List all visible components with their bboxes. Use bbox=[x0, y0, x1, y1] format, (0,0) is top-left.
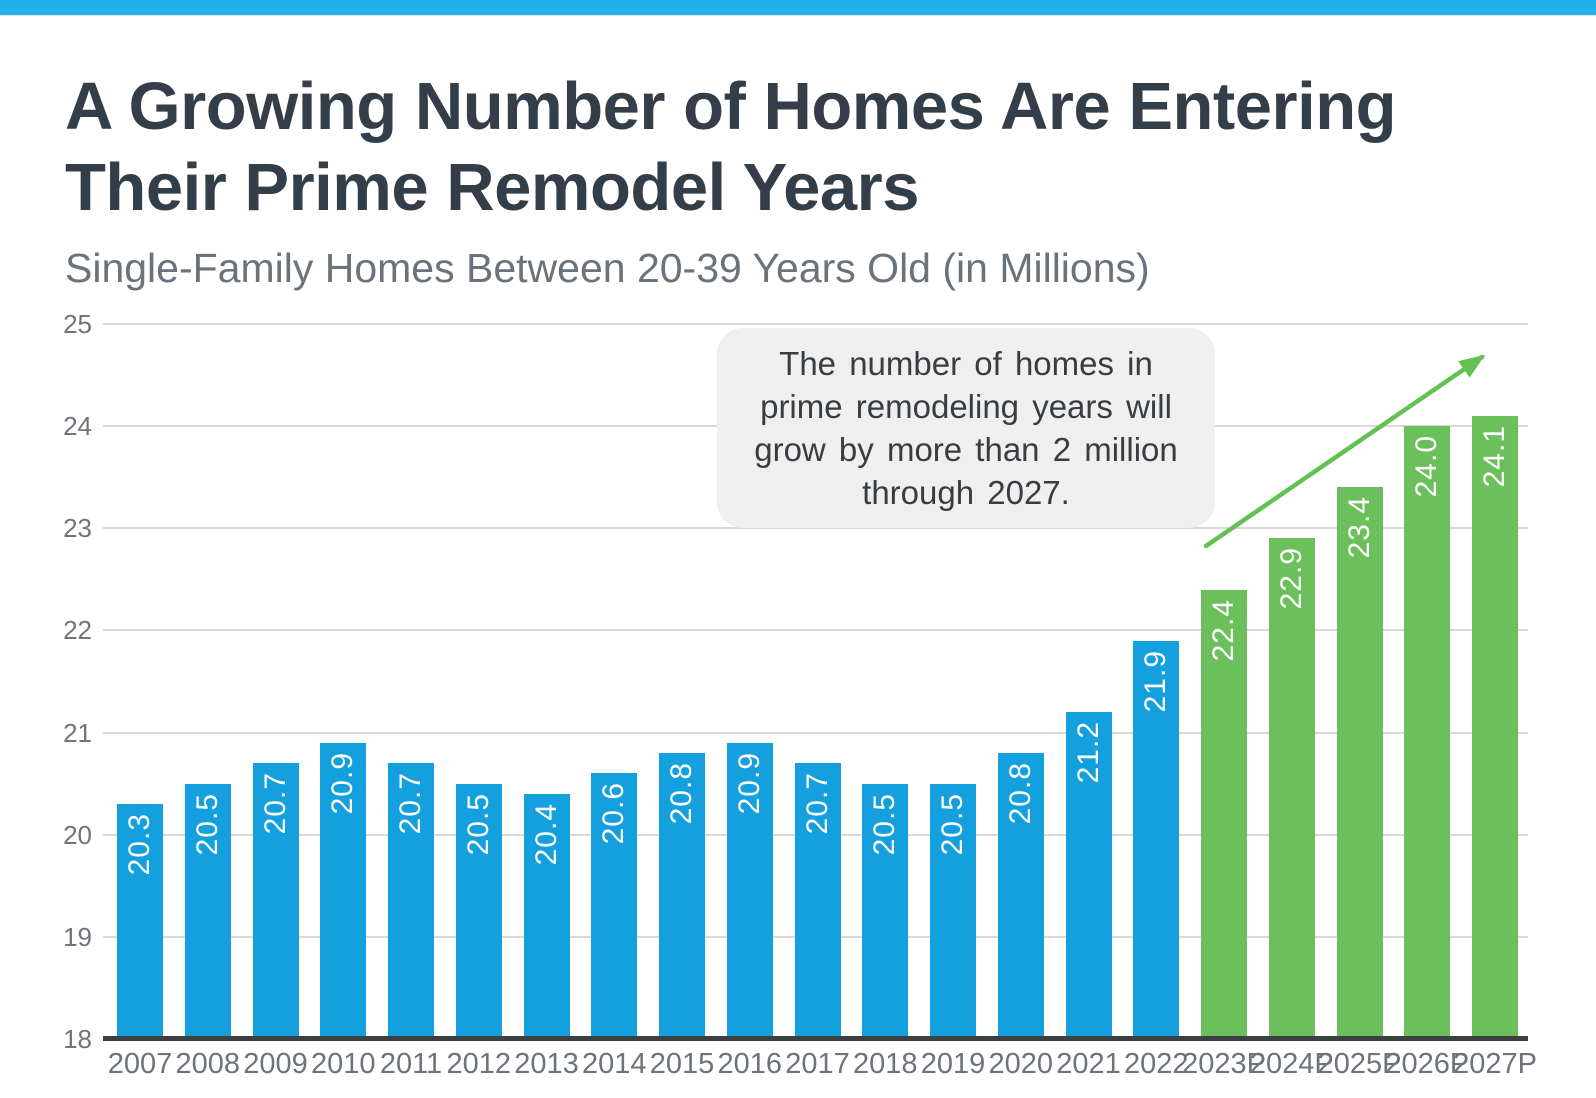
y-axis-tick-label: 23 bbox=[63, 513, 92, 544]
bar-value-label: 20.5 bbox=[936, 792, 969, 856]
bar-2017: 20.7 bbox=[794, 763, 841, 1036]
bar-value-label: 20.8 bbox=[665, 761, 698, 825]
x-axis-label: 2008 bbox=[175, 1048, 240, 1080]
bar-value-label: 20.4 bbox=[529, 802, 563, 866]
x-axis-label: 2019 bbox=[920, 1048, 986, 1080]
x-axis-label: 2020 bbox=[988, 1048, 1053, 1080]
y-axis-tick-label: 21 bbox=[63, 717, 92, 748]
page-title-line-1: A Growing Number of Homes Are Entering bbox=[65, 69, 1397, 144]
x-axis-label: 2024P bbox=[1249, 1048, 1334, 1080]
bar-2019: 20.5 bbox=[930, 783, 976, 1036]
gridline bbox=[103, 322, 1528, 325]
y-axis-tick-label: 24 bbox=[63, 411, 92, 442]
x-axis-label: 2016 bbox=[717, 1048, 782, 1080]
bar-2022: 21.9 bbox=[1133, 640, 1180, 1036]
bar-value-label: 20.8 bbox=[1003, 761, 1037, 825]
x-axis-label: 2013 bbox=[514, 1048, 579, 1080]
bar-value-label: 21.2 bbox=[1071, 721, 1105, 784]
x-axis-label: 2014 bbox=[581, 1048, 647, 1080]
x-axis-label: 2012 bbox=[446, 1048, 511, 1080]
y-axis-tick-label: 25 bbox=[63, 308, 92, 339]
bar-value-label: 20.9 bbox=[326, 751, 360, 815]
callout-line: prime remodeling years will bbox=[760, 388, 1172, 425]
x-axis-label: 2026P bbox=[1385, 1048, 1470, 1080]
gridline bbox=[103, 527, 1528, 530]
x-axis-label: 2027P bbox=[1453, 1048, 1537, 1080]
bar-2018: 20.5 bbox=[862, 783, 909, 1036]
x-axis-label: 2010 bbox=[310, 1048, 376, 1080]
bar-value-label: 20.3 bbox=[123, 813, 156, 876]
bar-value-label: 20.5 bbox=[461, 792, 495, 856]
bar-value-label: 20.5 bbox=[190, 792, 224, 856]
bar-2027P: 24.1 bbox=[1472, 415, 1518, 1036]
bar-2009: 20.7 bbox=[252, 763, 299, 1036]
x-axis-label: 2021 bbox=[1056, 1048, 1121, 1080]
bar-value-label: 20.7 bbox=[394, 772, 427, 835]
bar-2011: 20.7 bbox=[388, 763, 434, 1036]
bar-2008: 20.5 bbox=[184, 783, 231, 1036]
bar-2012: 20.5 bbox=[455, 783, 502, 1036]
x-axis-label: 2017 bbox=[785, 1048, 850, 1080]
x-axis-label: 2023P bbox=[1182, 1048, 1266, 1080]
callout-box: The number of homes in prime remodeling … bbox=[717, 328, 1215, 528]
chart-subtitle: Single-Family Homes Between 20-39 Years … bbox=[65, 245, 1150, 291]
callout-line: The number of homes in bbox=[779, 345, 1153, 382]
bar-value-label: 22.4 bbox=[1207, 598, 1240, 661]
bar-2020: 20.8 bbox=[997, 752, 1044, 1036]
x-axis-label: 2022 bbox=[1123, 1048, 1189, 1080]
x-axis-label: 2011 bbox=[379, 1048, 443, 1080]
header-strip bbox=[0, 0, 1596, 16]
bar-value-label: 24.0 bbox=[1410, 435, 1444, 498]
bar-2016: 20.9 bbox=[726, 742, 773, 1036]
gridline bbox=[103, 731, 1528, 734]
bar-value-label: 21.9 bbox=[1139, 649, 1173, 713]
y-axis-tick-label: 20 bbox=[63, 819, 92, 850]
bar-value-label: 22.9 bbox=[1274, 547, 1308, 610]
bar-2014: 20.6 bbox=[591, 773, 638, 1036]
x-axis-label: 2015 bbox=[649, 1048, 715, 1080]
bar-value-label: 20.7 bbox=[800, 772, 834, 835]
bar-2013: 20.4 bbox=[523, 793, 570, 1036]
bar-2015: 20.8 bbox=[659, 752, 705, 1036]
callout-line: through 2027. bbox=[862, 474, 1070, 511]
bar-value-label: 24.1 bbox=[1478, 424, 1511, 488]
bar-2021: 21.2 bbox=[1065, 712, 1112, 1036]
page-title-line-2: Their Prime Remodel Years bbox=[65, 150, 919, 225]
bar-2026P: 24.0 bbox=[1404, 426, 1451, 1036]
bar-value-label: 23.4 bbox=[1342, 496, 1376, 559]
bar-value-label: 20.9 bbox=[732, 751, 766, 815]
x-axis-line bbox=[103, 1036, 1528, 1041]
bar-2023P: 22.4 bbox=[1201, 589, 1247, 1036]
x-axis-label: 2025P bbox=[1317, 1048, 1402, 1080]
bar-value-label: 20.7 bbox=[258, 772, 292, 835]
y-axis-tick-label: 18 bbox=[63, 1024, 92, 1054]
y-axis-tick-label: 22 bbox=[63, 615, 92, 646]
x-axis-label: 2018 bbox=[852, 1048, 918, 1080]
bar-value-label: 20.6 bbox=[597, 782, 631, 845]
bar-2010: 20.9 bbox=[320, 742, 367, 1036]
bar-value-label: 20.5 bbox=[868, 792, 902, 856]
x-axis-label: 2007 bbox=[107, 1048, 173, 1080]
bar-2025P: 23.4 bbox=[1336, 487, 1383, 1036]
y-axis-tick-label: 19 bbox=[63, 921, 92, 952]
title-block: A Growing Number of Homes Are Entering T… bbox=[65, 66, 1545, 292]
x-axis-label: 2009 bbox=[243, 1048, 308, 1080]
gridline bbox=[103, 629, 1528, 632]
bar-2007: 20.3 bbox=[117, 804, 163, 1036]
bar-2024P: 22.9 bbox=[1268, 538, 1315, 1036]
callout-line: grow by more than 2 million bbox=[754, 431, 1178, 468]
